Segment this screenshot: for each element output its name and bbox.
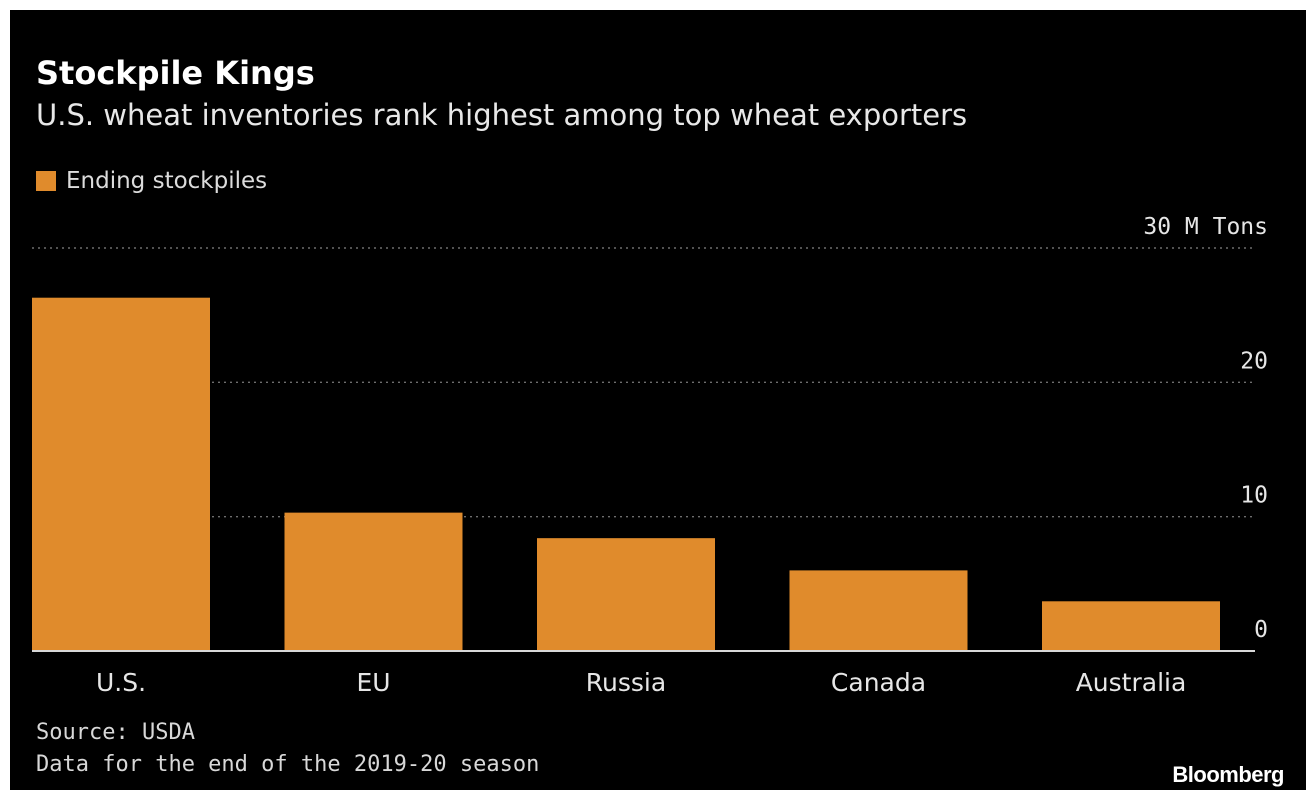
category-label: Australia: [1076, 668, 1187, 697]
bar-us: [32, 297, 210, 651]
y-tick-label: 10: [1240, 483, 1268, 509]
bar-australia: [1042, 601, 1220, 651]
x-axis-categories: U.S. EU Russia Canada Australia: [96, 668, 1186, 697]
category-label: Russia: [586, 668, 666, 697]
chart-title: Stockpile Kings: [36, 54, 315, 92]
bar-canada: [789, 570, 968, 651]
legend-label: Ending stockpiles: [66, 168, 268, 194]
category-label: EU: [356, 668, 390, 697]
season-note: Data for the end of the 2019-20 season: [36, 752, 540, 777]
y-tick-label: 20: [1240, 348, 1268, 374]
y-tick-label: 0: [1254, 617, 1268, 643]
bar-eu: [284, 512, 463, 651]
bar-russia: [537, 538, 715, 651]
category-label: Canada: [831, 668, 926, 697]
bar-chart: 0 10 20 30 M Tons U.S. EU Russia Canada Austral…: [32, 214, 1268, 697]
legend: Ending stockpiles: [36, 168, 267, 194]
bars: [32, 297, 1220, 651]
gridlines: [32, 247, 1255, 518]
chart-frame: Stockpile Kings U.S. wheat inventories r…: [10, 10, 1306, 790]
legend-swatch: [36, 171, 56, 191]
source-note: Source: USDA: [36, 720, 195, 745]
chart-subtitle: U.S. wheat inventories rank highest amon…: [36, 98, 968, 132]
category-label: U.S.: [96, 668, 146, 697]
y-axis-ticks: 0 10 20 30 M Tons: [1143, 214, 1268, 643]
y-tick-label: 30 M Tons: [1143, 214, 1268, 240]
bloomberg-logo: Bloomberg: [1172, 762, 1284, 787]
